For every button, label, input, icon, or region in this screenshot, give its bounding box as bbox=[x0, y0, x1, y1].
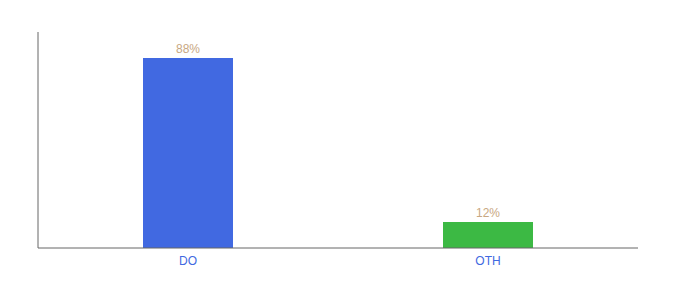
svg-text:12%: 12% bbox=[476, 206, 500, 220]
svg-text:OTH: OTH bbox=[475, 254, 500, 268]
svg-text:DO: DO bbox=[179, 254, 197, 268]
svg-text:88%: 88% bbox=[176, 42, 200, 56]
